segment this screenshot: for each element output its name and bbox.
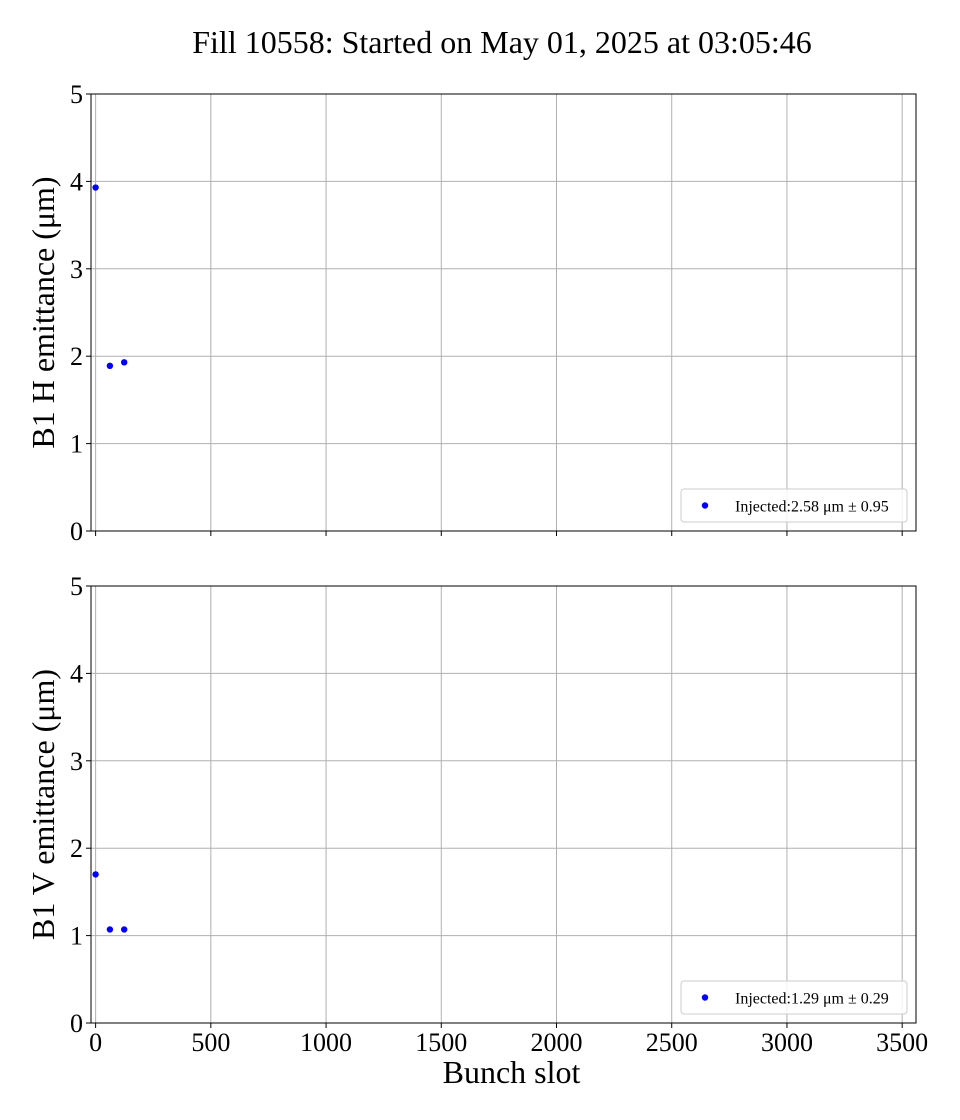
y-axis-label: B1 H emittance (μm): [25, 176, 61, 448]
y-tick-label: 3: [70, 255, 83, 284]
x-tick-label: 2000: [531, 1028, 583, 1057]
x-tick-label: 0: [89, 1028, 102, 1057]
x-tick-label: 3500: [876, 1028, 928, 1057]
legend: Injected:2.58 μm ± 0.95: [680, 488, 908, 523]
x-tick-label: 2500: [646, 1028, 698, 1057]
legend-box: [680, 488, 908, 523]
y-tick-label: 1: [70, 922, 83, 951]
legend-marker: [701, 994, 709, 1001]
y-tick-label: 5: [70, 572, 83, 601]
y-tick-label: 1: [70, 430, 83, 459]
x-tick-label: 500: [191, 1028, 230, 1057]
data-point: [92, 871, 99, 878]
data-point: [92, 184, 99, 191]
legend-label: Injected:1.29 μm ± 0.29: [735, 991, 889, 1008]
x-axis-label: Bunch slot: [443, 1054, 581, 1090]
y-tick-label: 3: [70, 747, 83, 776]
x-tick-label: 1500: [415, 1028, 467, 1057]
y-tick-label: 4: [70, 167, 83, 196]
y-tick-label: 0: [70, 517, 83, 546]
data-point: [120, 359, 128, 366]
panel-b1-v: 0 500 1000 1500 2000 2500 3000 3500 0 1 2 3 4 5 B1 V e…: [25, 572, 928, 1090]
figure-title: Fill 10558: Started on May 01, 2025 at 0…: [192, 24, 812, 60]
axes-frame: [90, 93, 917, 532]
data-point: [106, 926, 114, 933]
legend: Injected:1.29 μm ± 0.29: [680, 980, 908, 1015]
data-point: [106, 362, 114, 370]
legend-label: Injected:2.58 μm ± 0.95: [735, 499, 889, 516]
y-axis-label: B1 V emittance (μm): [25, 669, 61, 940]
panel-b1-h: 0 1 2 3 4 5 B1 H emittance (μm) Injected:2.58 μ…: [25, 80, 917, 546]
axes-frame: [90, 585, 917, 1024]
legend-marker: [701, 502, 709, 509]
x-tick-label: 1000: [300, 1028, 352, 1057]
y-tick-label: 4: [70, 659, 83, 688]
legend-box: [680, 980, 908, 1015]
y-tick-label: 2: [70, 342, 83, 371]
x-tick-label: 3000: [761, 1028, 813, 1057]
y-tick-label: 5: [70, 80, 83, 109]
data-point: [120, 926, 128, 933]
y-tick-label: 0: [70, 1009, 83, 1038]
y-tick-label: 2: [70, 834, 83, 863]
